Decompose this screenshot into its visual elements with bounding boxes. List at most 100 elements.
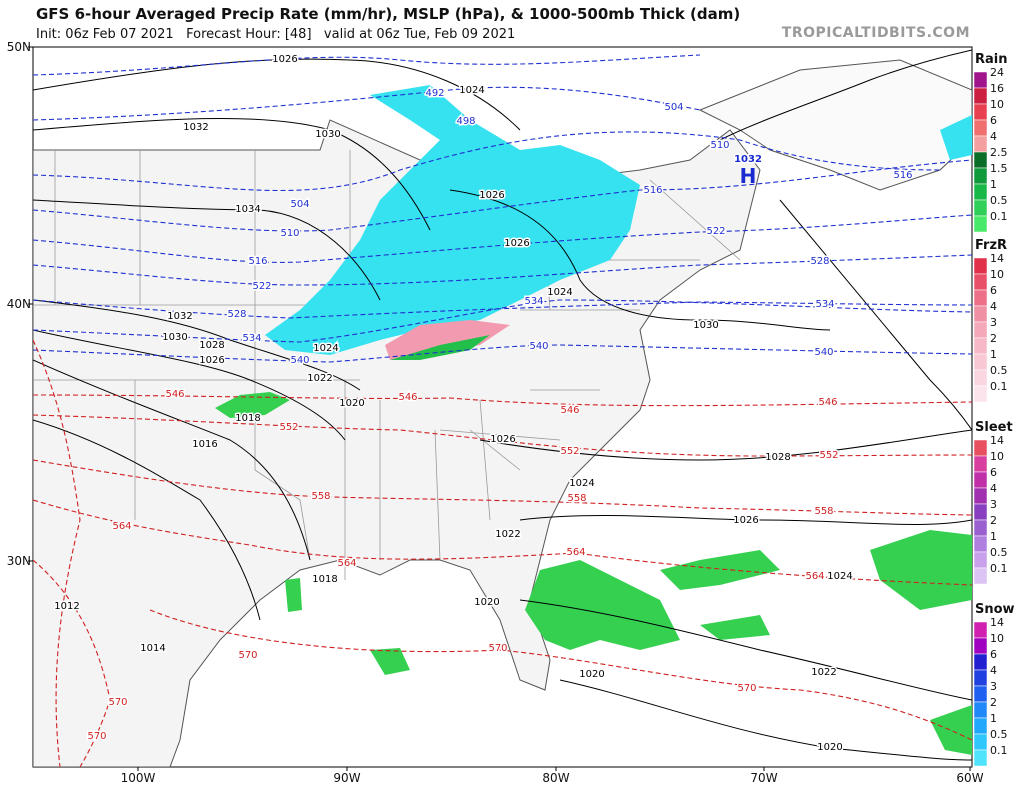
contour-label: 1024	[459, 85, 484, 96]
legend-label: 4	[990, 130, 997, 143]
legend-swatch	[973, 87, 988, 105]
legend-label: 0.5	[990, 194, 1008, 207]
contour-label: 1022	[495, 529, 520, 540]
contour-label: 570	[737, 683, 756, 694]
contour-label: 564	[337, 558, 356, 569]
legend-swatch	[973, 199, 988, 217]
contour-label: 534	[242, 333, 261, 344]
contour-label: 510	[710, 140, 729, 151]
lon-label: 70W	[750, 771, 777, 785]
legend-swatch	[973, 471, 988, 489]
legend-swatch	[973, 103, 988, 121]
high-letter: H	[740, 164, 757, 188]
contour-label: 534	[815, 299, 834, 310]
legend-label: 10	[990, 450, 1004, 463]
contour-label: 528	[810, 256, 829, 267]
legend-swatch	[973, 487, 988, 505]
contour-label: 1024	[569, 478, 594, 489]
contour-label: 1024	[827, 571, 852, 582]
legend-label: 2	[990, 332, 997, 345]
lat-label: 40N	[7, 297, 31, 311]
legend-swatch	[973, 385, 988, 403]
contour-label: 510	[280, 228, 299, 239]
legend-label: 14	[990, 434, 1004, 447]
legend-label: 0.1	[990, 562, 1008, 575]
lat-label: 30N	[7, 554, 31, 568]
legend-swatch	[973, 151, 988, 169]
contour-label: 504	[290, 199, 309, 210]
legend-label: 3	[990, 316, 997, 329]
legend-label: 4	[990, 300, 997, 313]
legend-title: Sleet	[975, 420, 1013, 435]
contour-label: 534	[524, 296, 543, 307]
legend-title: Rain	[975, 52, 1008, 67]
lon-label: 90W	[333, 771, 360, 785]
legend-label: 14	[990, 616, 1004, 629]
legend-swatch	[973, 71, 988, 89]
rain-areas	[215, 392, 972, 755]
legend-swatch	[973, 337, 988, 355]
snow-area	[940, 115, 972, 160]
lon-label: 80W	[542, 771, 569, 785]
contour-label: 1032	[183, 122, 208, 133]
contour-label: 1020	[579, 669, 604, 680]
legend-label: 0.1	[990, 744, 1008, 757]
contour-label: 1012	[54, 601, 79, 612]
contour-label: 1016	[192, 439, 217, 450]
legend-swatch	[973, 519, 988, 537]
contour-label: 558	[311, 491, 330, 502]
legend-swatch	[973, 669, 988, 687]
contour-label: 570	[488, 643, 507, 654]
contour-label: 1026	[733, 515, 758, 526]
contour-label: 522	[706, 226, 725, 237]
contour-label: 1026	[490, 434, 515, 445]
legend-label: 6	[990, 114, 997, 127]
contour-label: 516	[643, 185, 662, 196]
legend-label: 3	[990, 498, 997, 511]
contour-label: 552	[819, 450, 838, 461]
contour-label: 1034	[235, 204, 260, 215]
legend-label: 6	[990, 648, 997, 661]
legend-swatch	[973, 455, 988, 473]
legend-label: 16	[990, 82, 1004, 95]
lon-label: 100W	[121, 771, 156, 785]
contour-label: 552	[279, 422, 298, 433]
contour-label: 1014	[140, 643, 165, 654]
contour-label: 546	[560, 405, 579, 416]
legend-label: 0.5	[990, 728, 1008, 741]
legend-label: 3	[990, 680, 997, 693]
contour-label: 558	[814, 506, 833, 517]
legend-swatch	[973, 701, 988, 719]
contour-label: 570	[87, 731, 106, 742]
subtitle: Init: 06z Feb 07 2021 Forecast Hour: [48…	[36, 27, 515, 42]
legend-swatch	[973, 369, 988, 387]
contour-label: 498	[456, 116, 475, 127]
legend-swatch	[973, 135, 988, 153]
legend-label: 0.5	[990, 364, 1008, 377]
map-body	[33, 49, 972, 767]
legend-label: 14	[990, 252, 1004, 265]
legend-swatch	[973, 733, 988, 751]
legend-swatch	[973, 305, 988, 323]
contour-label: 516	[893, 170, 912, 181]
frzr-area	[385, 320, 510, 360]
legend-label: 2	[990, 514, 997, 527]
contour-label: 1026	[272, 54, 297, 65]
contour-label: 1018	[235, 413, 260, 424]
legend-swatch	[973, 439, 988, 457]
lon-label: 60W	[956, 771, 983, 785]
contour-label: 558	[567, 493, 586, 504]
contour-label: 1020	[339, 398, 364, 409]
legend-label: 6	[990, 284, 997, 297]
legend-label: 10	[990, 632, 1004, 645]
contour-label: 552	[560, 446, 579, 457]
contour-label: 540	[529, 341, 548, 352]
legend-label: 10	[990, 268, 1004, 281]
contour-label: 564	[112, 521, 131, 532]
lat-label: 50N	[7, 40, 31, 54]
legend-label: 4	[990, 664, 997, 677]
contour-label: 1032	[167, 311, 192, 322]
isobars	[33, 49, 972, 761]
contour-label: 1026	[199, 355, 224, 366]
